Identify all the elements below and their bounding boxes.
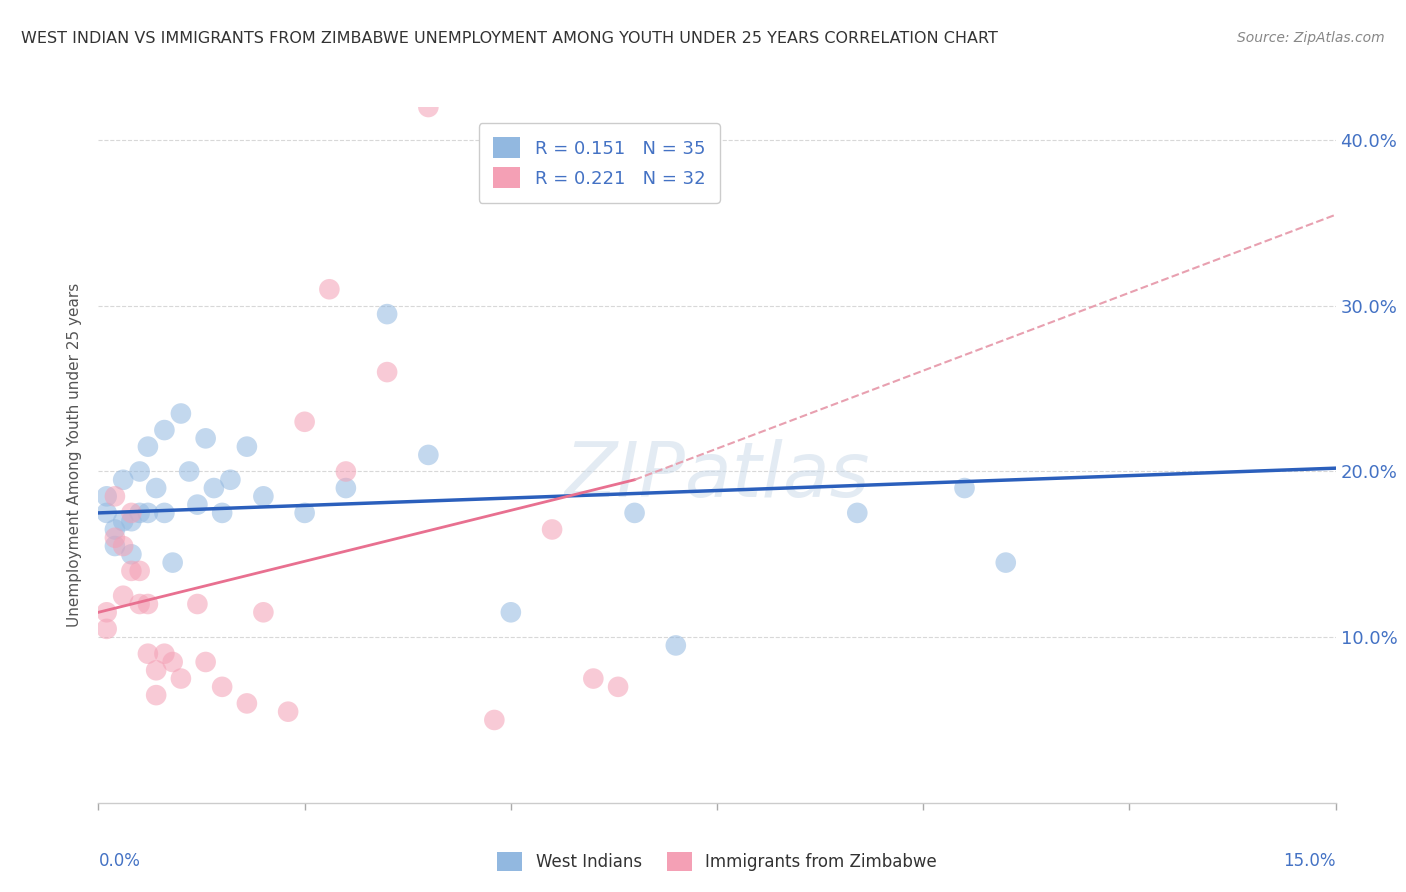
- Point: [104, 489, 127, 503]
- Point: [219, 473, 242, 487]
- Point: [484, 713, 506, 727]
- Point: [335, 465, 357, 479]
- Point: [170, 672, 193, 686]
- Point: [112, 473, 135, 487]
- Point: [418, 100, 440, 114]
- Point: [252, 489, 274, 503]
- Point: [375, 365, 398, 379]
- Point: [128, 597, 150, 611]
- Point: [194, 655, 217, 669]
- Point: [294, 506, 316, 520]
- Point: [162, 556, 184, 570]
- Point: [112, 589, 135, 603]
- Point: [665, 639, 688, 653]
- Point: [104, 531, 127, 545]
- Point: [211, 680, 233, 694]
- Text: ZIPatlas: ZIPatlas: [564, 439, 870, 513]
- Point: [145, 688, 167, 702]
- Point: [153, 647, 176, 661]
- Point: [136, 506, 159, 520]
- Point: [953, 481, 976, 495]
- Point: [375, 307, 398, 321]
- Point: [623, 506, 645, 520]
- Point: [211, 506, 233, 520]
- Point: [96, 622, 118, 636]
- Point: [120, 547, 142, 561]
- Point: [994, 556, 1017, 570]
- Point: [112, 539, 135, 553]
- Text: 0.0%: 0.0%: [98, 852, 141, 870]
- Point: [120, 506, 142, 520]
- Point: [194, 431, 217, 445]
- Point: [294, 415, 316, 429]
- Point: [104, 523, 127, 537]
- Point: [607, 680, 630, 694]
- Y-axis label: Unemployment Among Youth under 25 years: Unemployment Among Youth under 25 years: [67, 283, 83, 627]
- Point: [236, 440, 259, 454]
- Point: [179, 465, 201, 479]
- Point: [335, 481, 357, 495]
- Point: [277, 705, 299, 719]
- Point: [136, 440, 159, 454]
- Point: [499, 605, 522, 619]
- Point: [252, 605, 274, 619]
- Point: [236, 697, 259, 711]
- Point: [120, 564, 142, 578]
- Point: [186, 498, 208, 512]
- Point: [162, 655, 184, 669]
- Point: [582, 672, 605, 686]
- Point: [96, 605, 118, 619]
- Text: Source: ZipAtlas.com: Source: ZipAtlas.com: [1237, 31, 1385, 45]
- Point: [136, 647, 159, 661]
- Point: [186, 597, 208, 611]
- Point: [104, 539, 127, 553]
- Text: WEST INDIAN VS IMMIGRANTS FROM ZIMBABWE UNEMPLOYMENT AMONG YOUTH UNDER 25 YEARS : WEST INDIAN VS IMMIGRANTS FROM ZIMBABWE …: [21, 31, 998, 46]
- Point: [318, 282, 340, 296]
- Point: [128, 506, 150, 520]
- Point: [145, 481, 167, 495]
- Point: [418, 448, 440, 462]
- Point: [128, 465, 150, 479]
- Point: [136, 597, 159, 611]
- Point: [128, 564, 150, 578]
- Point: [112, 514, 135, 528]
- Point: [202, 481, 225, 495]
- Point: [541, 523, 564, 537]
- Point: [120, 514, 142, 528]
- Point: [96, 489, 118, 503]
- Legend: West Indians, Immigrants from Zimbabwe: West Indians, Immigrants from Zimbabwe: [491, 846, 943, 878]
- Point: [846, 506, 869, 520]
- Point: [153, 506, 176, 520]
- Text: 15.0%: 15.0%: [1284, 852, 1336, 870]
- Point: [96, 506, 118, 520]
- Point: [170, 407, 193, 421]
- Point: [153, 423, 176, 437]
- Point: [145, 663, 167, 677]
